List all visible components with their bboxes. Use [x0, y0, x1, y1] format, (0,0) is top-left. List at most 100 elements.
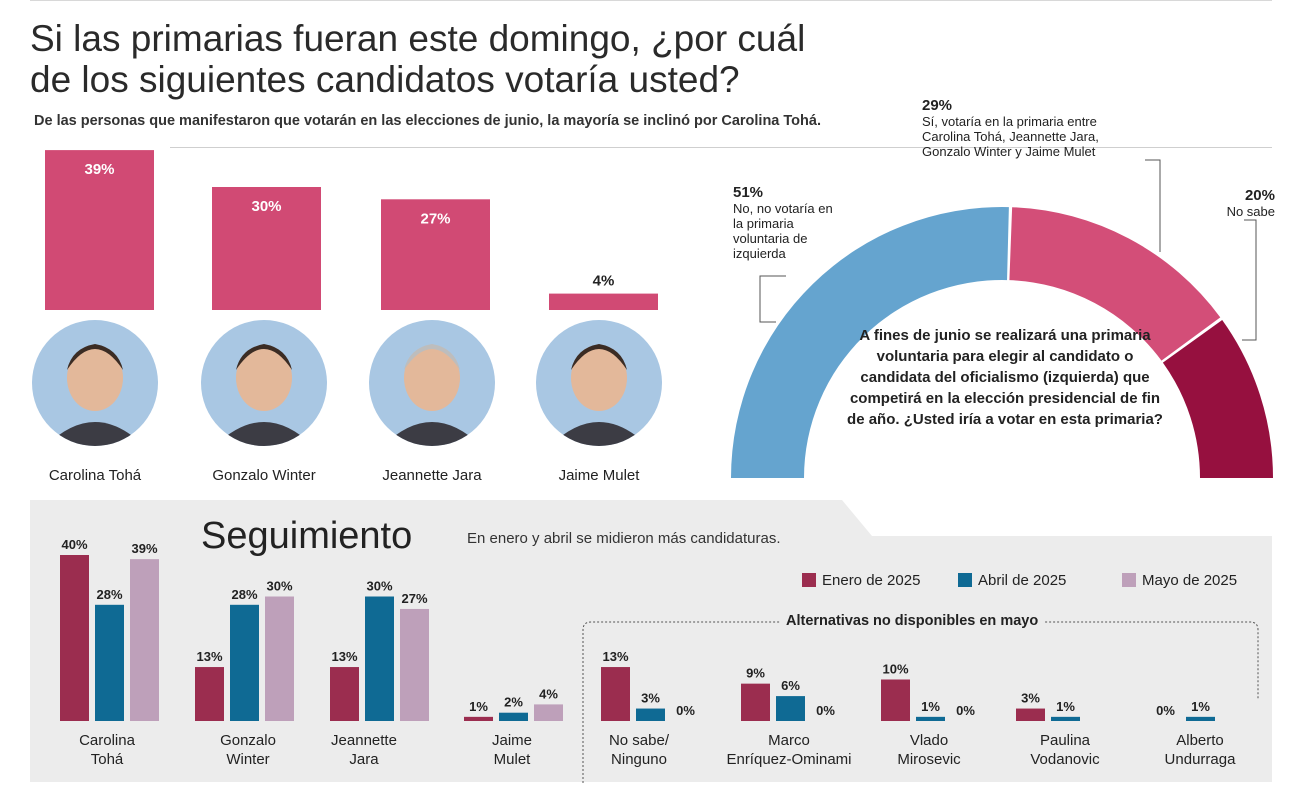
group-label-no-sabe-ninguno: No sabe/Ninguno [564, 731, 714, 769]
group-label-jeannette-jara: Jeannette Jara [289, 731, 439, 769]
bar-jaime-mulet [549, 293, 658, 310]
bar-jaime-mulet-0 [464, 716, 493, 721]
donut-chart [731, 159, 1273, 479]
bar-gonzalo-winter-0 [195, 667, 224, 721]
pie-question: A fines de junio se realizará una primar… [847, 327, 1163, 428]
candidate-name-carolina-toha: Carolina Tohá [48, 467, 142, 484]
chart-subtitle: De las personas que manifestaron que vot… [34, 113, 821, 129]
legend-text-enero: Enero de 2025 [822, 572, 921, 589]
donut-slice-no [731, 207, 1009, 479]
group-label-line: Winter [226, 751, 270, 768]
bar-carolina-toha-1 [95, 604, 124, 721]
bar-carolina-toha-2 [130, 559, 159, 721]
bar-vlado-mirosevic-1 [916, 716, 945, 721]
bar-jeannette-jara-0 [330, 667, 359, 721]
bar-value-gonzalo-winter-0: 13% [196, 649, 222, 664]
bar-value-jeannette-jara-2: 27% [401, 591, 427, 606]
group-label-line: Undurraga [1164, 751, 1236, 768]
group-label-line: Marco [768, 732, 810, 749]
bar-value-gonzalo-winter-2: 30% [266, 579, 292, 594]
bar-value-carolina-toha-0: 40% [61, 537, 87, 552]
bar-alberto-undurraga-1 [1186, 716, 1215, 721]
slice-pct-si: 29% [922, 97, 953, 114]
leader-line-2 [1242, 219, 1257, 341]
group-label-line: No sabe/ [608, 732, 670, 749]
portrait-carolina-toha [32, 320, 158, 446]
group-label-line: Enríquez-Ominami [726, 751, 852, 768]
bar-label-gonzalo-winter: 30% [251, 198, 281, 215]
bar-carolina-toha-0 [60, 555, 89, 721]
bar-value-jeannette-jara-0: 13% [331, 649, 357, 664]
legend-enero: Enero de 2025 [802, 572, 920, 589]
bar-value-paulina-vodanovic-1: 1% [1056, 699, 1075, 714]
bar-value-vlado-mirosevic-0: 10% [882, 662, 908, 677]
top-chart-area: 39% 30% 27% 4% [45, 150, 1273, 479]
legend-swatch-mayo [1122, 573, 1136, 587]
bar-value-marco-enriquez-ominami-1: 6% [781, 678, 800, 693]
group-label-vlado-mirosevic: Vlado Mirosevic [854, 731, 1004, 769]
bar-value-gonzalo-winter-1: 28% [231, 587, 257, 602]
bar-value-alberto-undurraga-0: 0% [1156, 703, 1175, 718]
legend-swatch-enero [802, 573, 816, 587]
group-label-line: Jaime [491, 732, 532, 749]
bar-marco-enriquez-ominami-0 [741, 683, 770, 721]
slice-text-nosabe: No sabe [1226, 204, 1275, 219]
group-label-line: Tohá [90, 751, 124, 768]
slice-label-si: 29% Sí, votaría en la primaria entre Car… [922, 97, 1142, 159]
chart-title: Si las primarias fueran este domingo, ¿p… [30, 18, 806, 100]
bar-value-no-sabe-ninguno-1: 3% [641, 691, 660, 706]
group-label-line: Alberto [1176, 732, 1224, 749]
bottom-bar-group: 40% 28% 39% 13% 28% 30% 13% 30% 27% 1% 2% 4% 13% 3% 0%… [60, 537, 1215, 721]
seguimiento-subtitle: En enero y abril se midieron más candida… [467, 530, 781, 547]
group-label-line: Mulet [493, 751, 531, 768]
portrait-jaime-mulet [536, 320, 662, 446]
legend-swatch-abril [958, 573, 972, 587]
group-label-line: Paulina [1039, 732, 1091, 749]
group-label-line: Vlado [909, 732, 949, 749]
top-rule [30, 0, 1272, 1]
bar-value-no-sabe-ninguno-0: 13% [602, 649, 628, 664]
group-label-line: Gonzalo [220, 732, 276, 749]
slice-text-no: No, no votaría en la primaria voluntaria… [733, 201, 833, 261]
bar-marco-enriquez-ominami-1 [776, 696, 805, 721]
slice-label-no: 51% No, no votaría en la primaria volunt… [733, 184, 843, 261]
bar-gonzalo-winter [212, 187, 321, 310]
candidate-name-gonzalo-winter: Gonzalo Winter [212, 467, 316, 484]
group-label-paulina-vodanovic: Paulina Vodanovic [990, 731, 1140, 769]
donut-slice-si [1009, 207, 1221, 361]
candidate-name-jeannette-jara: Jeannette Jara [382, 467, 482, 484]
candidate-name-jaime-mulet: Jaime Mulet [558, 467, 640, 484]
group-label-carolina-toha: Carolina Tohá [32, 731, 182, 769]
slice-pct-nosabe: 20% [1244, 187, 1275, 204]
portrait-jeannette-jara [369, 320, 495, 446]
group-label-line: Vodanovic [1030, 751, 1100, 768]
leader-line-1 [1145, 159, 1161, 252]
bar-jeannette-jara [381, 199, 490, 310]
bar-value-jaime-mulet-1: 2% [504, 695, 523, 710]
alt-label: Alternativas no disponibles en mayo [780, 613, 1045, 629]
seguimiento-title: Seguimiento [201, 515, 413, 557]
bar-gonzalo-winter-2 [265, 596, 294, 721]
legend-abril: Abril de 2025 [958, 572, 1066, 589]
bar-value-marco-enriquez-ominami-0: 9% [746, 666, 765, 681]
bar-value-jeannette-jara-1: 30% [366, 579, 392, 594]
bar-value-jaime-mulet-0: 1% [469, 699, 488, 714]
bar-value-vlado-mirosevic-1: 1% [921, 699, 940, 714]
group-label-line: Carolina [79, 732, 135, 749]
slice-label-nosabe: 20% No sabe [1200, 187, 1275, 219]
slice-pct-no: 51% [733, 184, 764, 201]
group-label-alberto-undurraga: Alberto Undurraga [1125, 731, 1275, 769]
bar-jaime-mulet-2 [534, 704, 563, 721]
bar-jeannette-jara-2 [400, 608, 429, 721]
bar-value-marco-enriquez-ominami-2: 0% [816, 703, 835, 718]
subtitle-rule [170, 147, 1272, 148]
bar-value-vlado-mirosevic-2: 0% [956, 703, 975, 718]
bar-value-jaime-mulet-2: 4% [539, 686, 558, 701]
group-label-marco-enriquez-ominami: Marco Enríquez-Ominami [714, 731, 864, 769]
bar-value-paulina-vodanovic-0: 3% [1021, 691, 1040, 706]
bar-vlado-mirosevic-0 [881, 679, 910, 721]
group-label-jaime-mulet: Jaime Mulet [437, 731, 587, 769]
bar-gonzalo-winter-1 [230, 604, 259, 721]
bar-value-carolina-toha-2: 39% [131, 541, 157, 556]
